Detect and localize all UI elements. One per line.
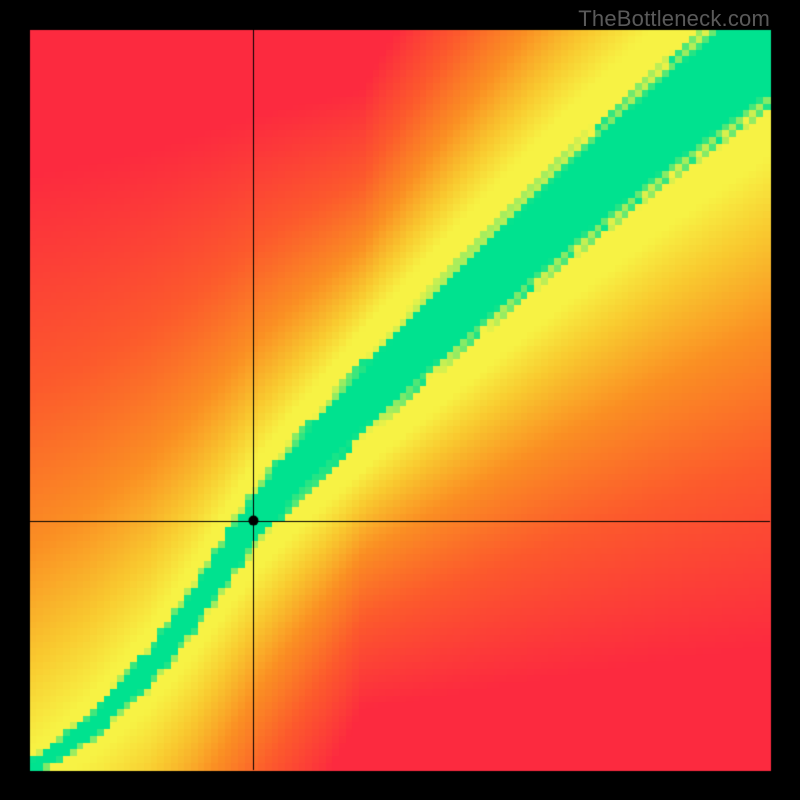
- watermark-text: TheBottleneck.com: [578, 6, 770, 32]
- root-container: { "canvas": { "width": 800, "height": 80…: [0, 0, 800, 800]
- bottleneck-heatmap: [0, 0, 800, 800]
